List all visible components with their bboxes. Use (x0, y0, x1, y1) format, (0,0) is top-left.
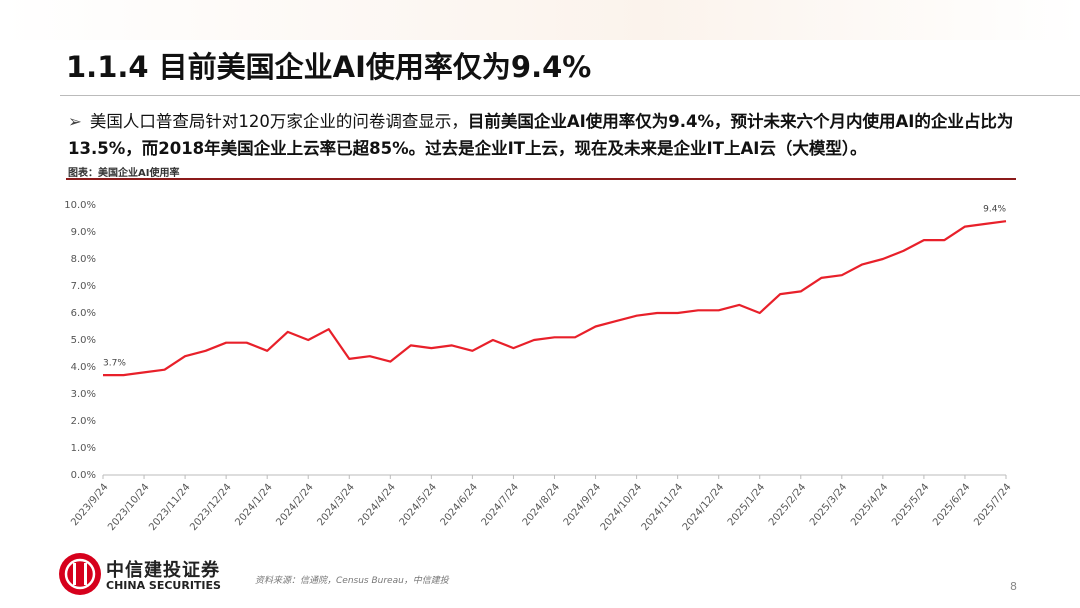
y-tick-label: 1.0% (71, 443, 96, 454)
bullet-bold: 目前美国企业AI使用率仅为9.4%，预计未来六个月内使用AI的企业占比为13.5… (68, 112, 1014, 158)
data-label: 9.4% (983, 205, 1006, 215)
y-tick-label: 8.0% (71, 254, 96, 265)
x-tick-label: 2025/1/24 (726, 482, 767, 528)
x-tick-label: 2024/9/24 (562, 482, 603, 528)
y-tick-label: 5.0% (71, 335, 96, 346)
y-tick-label: 3.0% (71, 389, 96, 400)
source: 资料来源：信通院，Census Bureau，中信建投 (255, 576, 449, 586)
x-tick-label: 2024/3/24 (315, 482, 356, 528)
x-tick-label: 2024/10/24 (599, 482, 644, 533)
x-tick-label: 2023/9/24 (69, 482, 110, 528)
y-tick-label: 2.0% (71, 416, 96, 427)
page-number: 8 (1010, 580, 1017, 593)
x-tick-label: 2025/3/24 (808, 482, 849, 528)
x-tick-label: 2024/5/24 (398, 482, 439, 528)
data-line (103, 220, 1007, 377)
x-tick-label: 2024/2/24 (274, 482, 315, 528)
y-tick-label: 4.0% (71, 362, 96, 373)
x-tick-label: 2025/6/24 (931, 482, 972, 528)
logo-en: CHINA SECURITIES (106, 579, 221, 592)
y-tick-label: 10.0% (64, 200, 96, 211)
bullet-marker: ➢ (68, 112, 82, 131)
y-tick-label: 9.0% (71, 227, 96, 238)
x-tick-label: 2025/4/24 (849, 482, 890, 528)
x-tick-label: 2024/8/24 (521, 482, 562, 528)
x-tick-label: 2025/5/24 (890, 482, 931, 528)
x-tick-label: 2024/4/24 (357, 482, 398, 528)
x-tick-label: 2023/10/24 (106, 482, 151, 533)
bullet: ➢ 美国人口普查局针对120万家企业的问卷调查显示，目前美国企业AI使用率仅为9.… (68, 108, 1018, 162)
y-tick-label: 7.0% (71, 281, 96, 292)
caption-rule (66, 178, 1016, 180)
data-label: 3.7% (103, 359, 126, 369)
top-decoration (0, 0, 1080, 40)
bullet-text: 美国人口普查局针对120万家企业的问卷调查显示， (89, 112, 468, 131)
title: 1.1.4 目前美国企业AI使用率仅为9.4% (66, 50, 592, 84)
logo-mark (59, 553, 101, 595)
x-tick-label: 2023/11/24 (147, 482, 192, 533)
x-tick-label: 2024/11/24 (640, 482, 685, 533)
title-rule (60, 95, 1080, 96)
x-tick-label: 2024/7/24 (480, 482, 521, 528)
logo-cn: 中信建投证券 (106, 560, 220, 581)
x-tick-label: 2025/2/24 (767, 482, 808, 528)
x-tick-label: 2023/12/24 (188, 482, 233, 533)
caption: 图表：美国企业AI使用率 (68, 168, 180, 179)
x-tick-label: 2025/7/24 (972, 482, 1013, 528)
x-tick-label: 2024/12/24 (681, 482, 726, 533)
y-tick-label: 0.0% (71, 470, 96, 481)
y-tick-label: 6.0% (71, 308, 96, 319)
x-tick-label: 2024/1/24 (233, 482, 274, 528)
x-tick-label: 2024/6/24 (439, 482, 480, 528)
